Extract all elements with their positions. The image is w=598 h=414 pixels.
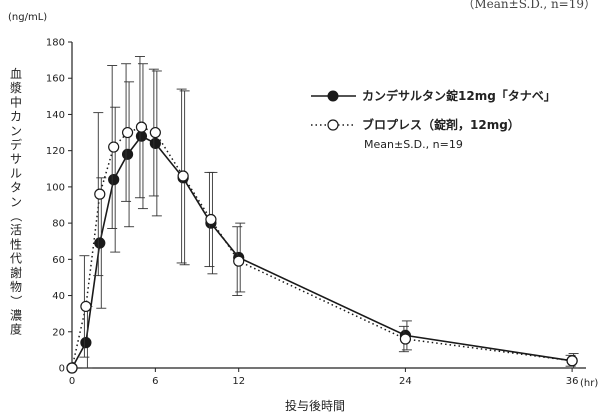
y-tick-label: 100	[46, 182, 65, 193]
data-point	[233, 255, 245, 267]
y-axis-title-char: （	[9, 210, 23, 222]
y-tick-label: 80	[52, 219, 65, 230]
y-axis-title-char: 中	[10, 94, 22, 109]
y-axis-title-char: 性	[10, 237, 22, 251]
data-point	[66, 362, 78, 374]
y-tick-label: 120	[46, 146, 65, 157]
y-axis-title-char: ン	[10, 124, 22, 138]
data-point	[94, 188, 106, 200]
y-axis: 0 20 40 60 80 100 120 140 160 180	[46, 38, 73, 375]
data-point	[80, 337, 92, 349]
y-tick-label: 60	[52, 255, 65, 266]
data-point	[149, 126, 161, 139]
legend-marker-filled	[327, 90, 339, 102]
data-point	[121, 148, 134, 160]
y-axis-title-char: カ	[10, 110, 22, 124]
series-0	[66, 63, 579, 374]
y-axis-title-char: 代	[10, 252, 22, 266]
x-axis-title: 投与後時間	[285, 398, 345, 413]
y-axis-title-char: ル	[10, 166, 22, 180]
y-axis-title-char: ン	[10, 195, 22, 209]
y-axis-title-char: 漿	[10, 80, 22, 95]
y-axis-title-char: サ	[10, 152, 22, 166]
y-axis-title-char: デ	[10, 137, 22, 152]
y-tick-label: 40	[52, 291, 65, 302]
legend: カンデサルタン錠12mg「タナベ」 ブロプレス（錠剤，12mg） Mean±S.…	[311, 88, 556, 151]
series-1	[66, 56, 578, 374]
x-unit-label: (hr)	[580, 378, 598, 389]
x-axis: 0 6 12 24 36	[69, 367, 586, 387]
data-point	[399, 333, 412, 345]
data-point	[135, 121, 148, 133]
data-point	[121, 126, 134, 139]
y-axis-title-char: 物	[10, 280, 22, 294]
y-unit-label: (ng/mL)	[8, 12, 47, 23]
x-tick-label: 6	[152, 376, 158, 387]
data-point	[108, 141, 120, 153]
legend-label-tanabe: カンデサルタン錠12mg「タナベ」	[362, 88, 556, 103]
data-point	[177, 170, 189, 182]
y-axis-title-char: 活	[10, 223, 22, 237]
y-tick-label: 160	[46, 74, 65, 85]
x-tick-label: 0	[69, 376, 75, 387]
data-point	[566, 355, 578, 367]
series-layer	[66, 56, 579, 374]
series-line	[71, 126, 573, 369]
data-point	[149, 137, 161, 150]
y-axis-title-char: 謝	[10, 265, 22, 280]
series-line	[71, 135, 573, 369]
data-point	[80, 300, 92, 313]
legend-marker-open	[327, 119, 339, 131]
x-tick-label: 12	[232, 376, 245, 387]
y-tick-label: 0	[59, 364, 65, 375]
legend-label-blopress: ブロプレス（錠剤，12mg）	[362, 117, 520, 132]
y-tick-label: 140	[46, 110, 65, 121]
data-point	[205, 213, 217, 226]
top-note: （Mean±S.D., n=19）	[462, 0, 596, 11]
y-tick-label: 20	[52, 327, 65, 338]
legend-item-blopress: ブロプレス（錠剤，12mg）	[311, 117, 520, 132]
y-axis-title-char: タ	[10, 181, 22, 195]
x-tick-label: 24	[399, 376, 412, 387]
y-axis-title-char: 度	[10, 322, 22, 337]
legend-item-tanabe: カンデサルタン錠12mg「タナベ」	[311, 88, 556, 103]
data-point	[94, 237, 106, 249]
y-axis-title-char: 血	[10, 67, 22, 81]
x-tick-label: 36	[566, 376, 579, 387]
y-axis-title-char: 濃	[10, 308, 22, 322]
y-tick-label: 180	[46, 38, 65, 49]
legend-note: Mean±S.D., n=19	[364, 138, 463, 151]
y-axis-title-char: ）	[9, 295, 23, 307]
data-point	[108, 174, 120, 186]
